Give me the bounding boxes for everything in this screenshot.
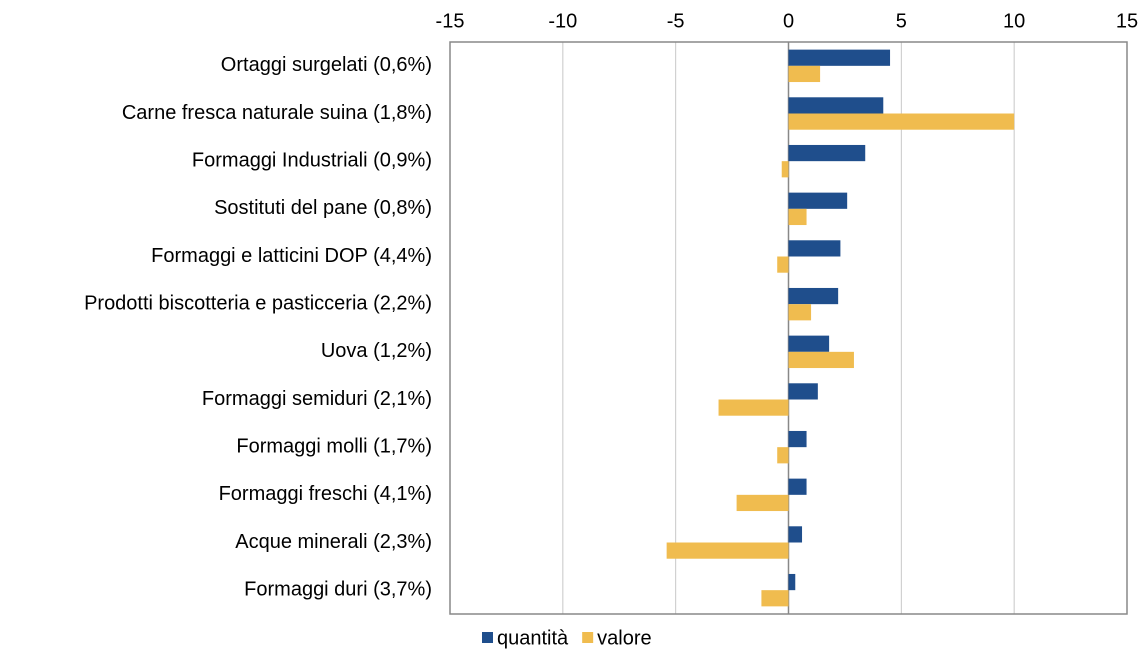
- x-tick-label: 10: [1003, 10, 1025, 32]
- bar: [788, 192, 848, 209]
- bar: [788, 65, 821, 83]
- bar: [788, 208, 807, 226]
- bar: [666, 542, 789, 559]
- y-tick-label: Sostituti del pane (0,8%): [214, 197, 432, 219]
- bar: [788, 97, 884, 114]
- bar: [788, 113, 1015, 130]
- y-tick-label: Prodotti biscotteria e pasticceria (2,2%…: [84, 292, 432, 314]
- y-tick-label: Uova (1,2%): [321, 340, 432, 362]
- bar: [788, 351, 854, 369]
- bar: [736, 494, 789, 512]
- x-tick-label: 15: [1116, 10, 1138, 32]
- bar: [788, 335, 830, 352]
- x-tick-label: -10: [548, 10, 577, 32]
- bar: [788, 287, 839, 305]
- bar: [788, 304, 812, 321]
- bar: [788, 383, 818, 400]
- y-tick-label: Formaggi e latticini DOP (4,4%): [151, 245, 432, 267]
- bar: [718, 399, 789, 416]
- x-tick-label: 5: [896, 10, 907, 32]
- legend-swatch: [582, 632, 594, 643]
- bar: [788, 240, 841, 257]
- bar: [788, 49, 891, 66]
- y-tick-label: Formaggi molli (1,7%): [236, 435, 432, 457]
- bar: [788, 144, 866, 162]
- y-tick-label: Formaggi semiduri (2,1%): [202, 388, 432, 410]
- y-tick-label: Ortaggi surgelati (0,6%): [221, 54, 432, 76]
- bar: [788, 478, 807, 495]
- y-tick-label: Formaggi freschi (4,1%): [219, 483, 432, 505]
- legend-label: quantità: [497, 627, 569, 649]
- bar: [781, 161, 789, 178]
- x-tick-label: -5: [667, 10, 685, 32]
- y-tick-label: Carne fresca naturale suina (1,8%): [122, 102, 432, 124]
- y-tick-label: Acque minerali (2,3%): [235, 531, 432, 553]
- bar: [788, 573, 796, 591]
- y-tick-label: Formaggi Industriali (0,9%): [192, 149, 432, 171]
- x-tick-label: -15: [436, 10, 465, 32]
- bar: [761, 590, 789, 607]
- bar: [777, 256, 789, 273]
- bar: [788, 430, 807, 448]
- y-tick-label: Formaggi duri (3,7%): [244, 578, 432, 600]
- bar: [777, 447, 789, 464]
- x-tick-label: 0: [783, 10, 794, 32]
- bar: [788, 526, 803, 543]
- legend-swatch: [482, 632, 493, 643]
- legend-label: valore: [597, 627, 651, 649]
